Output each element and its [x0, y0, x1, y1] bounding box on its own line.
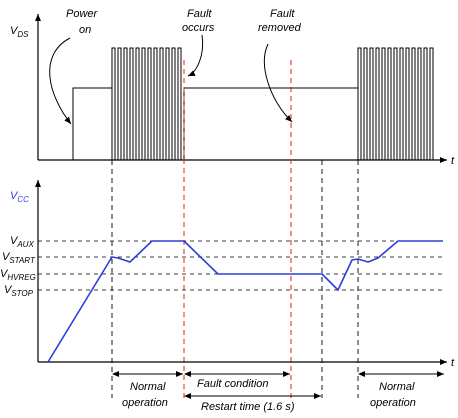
fault-removed-label-line1: Fault [270, 8, 295, 20]
time-guides [111, 60, 359, 398]
vcc-plot: VCC t VAUX VSTART VHVREG VSTOP [0, 180, 455, 369]
normal-op-1-label-line1: Normal [130, 381, 166, 393]
fault-removed-label-line2: removed [258, 22, 302, 34]
fault-occurs-arrow [187, 34, 204, 77]
vstart-label: VSTART [2, 251, 36, 265]
fault-occurs-label-line2: occurs [182, 22, 215, 34]
vds-waveform [38, 47, 434, 161]
vds-plot: VDS t Power on Fault occurs Fault remove… [10, 8, 455, 167]
fault-condition-label: Fault condition [197, 378, 269, 390]
restart-time-label: Restart time (1.6 s) [201, 401, 295, 413]
fault-removed-arrow [264, 43, 293, 123]
timing-brackets: Normal operation Fault condition Restart… [112, 371, 444, 413]
vds-axis-label: VDS [10, 25, 29, 39]
vcc-trace [47, 240, 443, 363]
vds-time-label: t [451, 155, 455, 167]
normal-op-1-label-line2: operation [122, 397, 168, 409]
vcc-axis-label: VCC [10, 190, 29, 204]
vcc-time-label: t [451, 357, 455, 369]
normal-op-2-label-line1: Normal [379, 381, 415, 393]
normal-op-2-label-line2: operation [370, 397, 416, 409]
vhvreg-label: VHVREG [0, 268, 36, 282]
power-on-label-line1: Power [66, 8, 99, 20]
power-on-arrow [49, 37, 72, 125]
vaux-label: VAUX [10, 235, 34, 249]
power-on-label-line2: on [79, 24, 91, 36]
vstop-label: VSTOP [4, 284, 34, 298]
fault-occurs-label-line1: Fault [187, 8, 212, 20]
